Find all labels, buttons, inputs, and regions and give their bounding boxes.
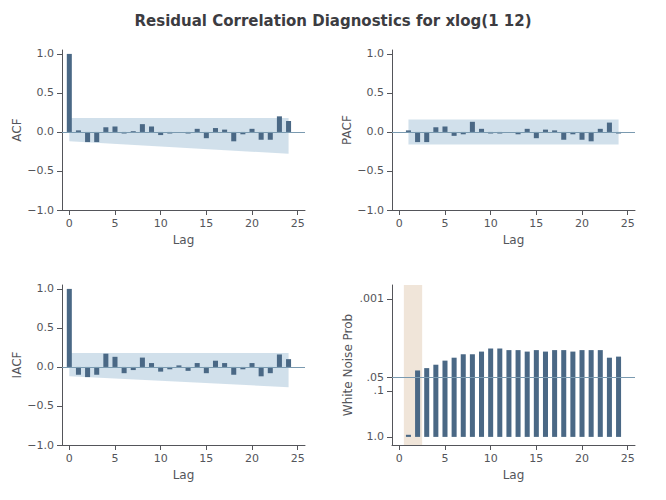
svg-text:−1.0: −1.0: [357, 204, 384, 217]
svg-text:15: 15: [199, 217, 213, 230]
svg-text:IACF: IACF: [10, 351, 24, 378]
svg-text:0: 0: [396, 452, 403, 465]
svg-text:15: 15: [529, 217, 543, 230]
svg-text:20: 20: [575, 217, 589, 230]
svg-text:−0.5: −0.5: [27, 164, 54, 177]
svg-text:0: 0: [66, 217, 73, 230]
svg-text:Lag: Lag: [503, 468, 525, 482]
svg-text:−1.0: −1.0: [27, 439, 54, 452]
svg-text:25: 25: [621, 452, 635, 465]
svg-text:0: 0: [396, 217, 403, 230]
svg-text:10: 10: [484, 452, 498, 465]
svg-text:5: 5: [111, 217, 118, 230]
svg-text:25: 25: [291, 217, 305, 230]
svg-text:.001: .001: [360, 292, 385, 305]
svg-text:White Noise Prob: White Noise Prob: [341, 314, 355, 416]
svg-text:15: 15: [199, 452, 213, 465]
svg-text:1.0: 1.0: [37, 47, 55, 60]
svg-text:10: 10: [154, 452, 168, 465]
svg-text:5: 5: [441, 452, 448, 465]
svg-text:0: 0: [66, 452, 73, 465]
svg-text:0.0: 0.0: [37, 125, 55, 138]
svg-text:−0.5: −0.5: [357, 164, 384, 177]
svg-text:1.0: 1.0: [367, 47, 385, 60]
svg-text:0.5: 0.5: [367, 86, 385, 99]
svg-text:0.5: 0.5: [37, 321, 55, 334]
svg-text:−0.5: −0.5: [27, 399, 54, 412]
svg-text:0.0: 0.0: [367, 125, 385, 138]
svg-text:10: 10: [154, 217, 168, 230]
svg-text:1.0: 1.0: [37, 282, 55, 295]
svg-text:Residual Correlation Diagnosti: Residual Correlation Diagnostics for xlo…: [134, 12, 531, 30]
svg-text:5: 5: [441, 217, 448, 230]
svg-text:5: 5: [111, 452, 118, 465]
svg-text:Lag: Lag: [503, 233, 525, 247]
svg-text:1.0: 1.0: [367, 430, 385, 443]
svg-text:15: 15: [529, 452, 543, 465]
svg-text:0.0: 0.0: [37, 360, 55, 373]
svg-text:PACF: PACF: [340, 115, 354, 145]
svg-text:.1: .1: [374, 384, 385, 397]
svg-text:10: 10: [484, 217, 498, 230]
svg-text:25: 25: [291, 452, 305, 465]
svg-text:20: 20: [245, 452, 259, 465]
svg-text:Lag: Lag: [173, 468, 195, 482]
svg-text:20: 20: [245, 217, 259, 230]
svg-text:25: 25: [621, 217, 635, 230]
svg-text:0.5: 0.5: [37, 86, 55, 99]
svg-text:−1.0: −1.0: [27, 204, 54, 217]
svg-text:ACF: ACF: [10, 118, 24, 141]
svg-text:20: 20: [575, 452, 589, 465]
svg-text:Lag: Lag: [173, 233, 195, 247]
svg-text:.05: .05: [367, 371, 385, 384]
